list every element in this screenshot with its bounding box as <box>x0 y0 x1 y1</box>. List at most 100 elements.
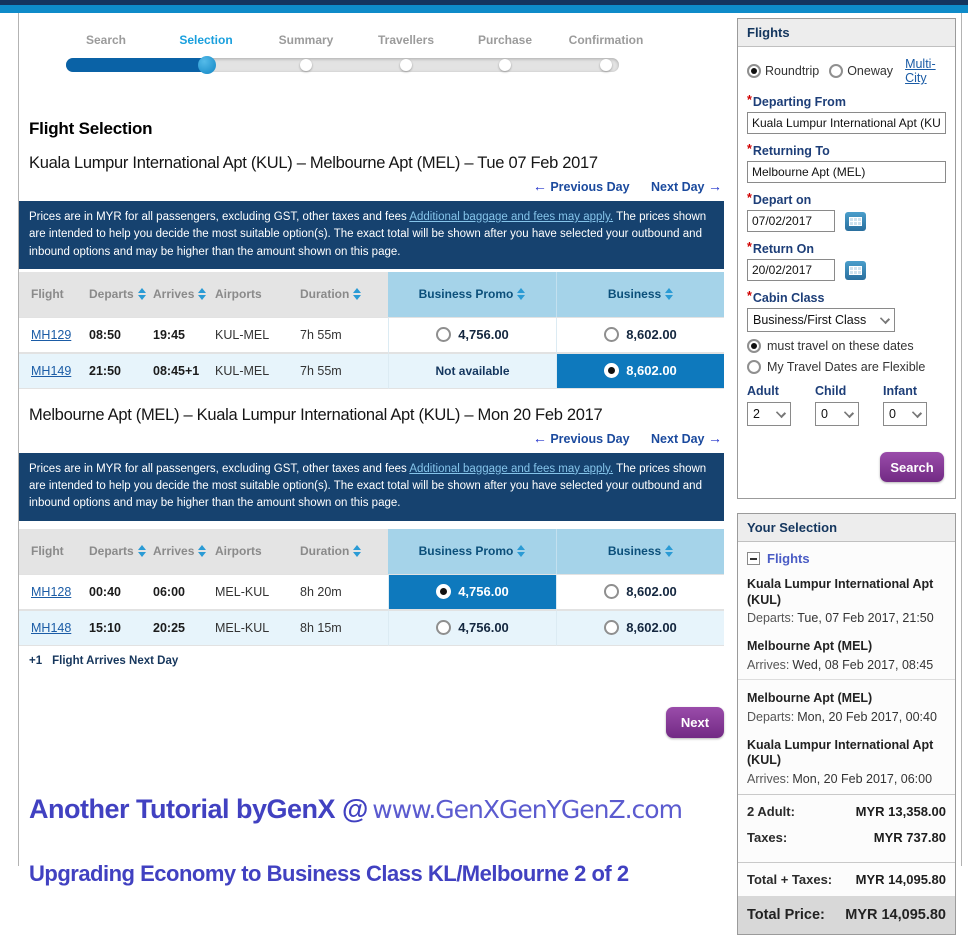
flight-number-link[interactable]: MH129 <box>31 327 72 342</box>
col-arrives[interactable]: Arrives <box>153 528 215 574</box>
airports-pair: MEL-KUL <box>215 573 300 610</box>
progress-fill <box>66 58 209 72</box>
baggage-fees-link[interactable]: Additional baggage and fees may apply. <box>409 462 614 475</box>
flight-number-link[interactable]: MH148 <box>31 620 72 635</box>
step-selection[interactable]: Selection <box>179 33 233 47</box>
child-count-select[interactable]: 0 <box>815 402 859 426</box>
chevron-down-icon <box>843 407 855 419</box>
selection-segment: Melbourne Apt (MEL) Departs: Mon, 20 Feb … <box>738 684 955 724</box>
sort-icon[interactable] <box>353 545 362 557</box>
departing-from-input[interactable] <box>747 112 946 134</box>
next-day-footnote: +1 Flight Arrives Next Day <box>29 654 179 667</box>
return-date-input[interactable] <box>747 259 835 281</box>
sort-icon[interactable] <box>517 288 526 301</box>
divider <box>738 793 955 795</box>
fare-business-promo-selected[interactable]: 4,756.00 <box>388 573 556 610</box>
col-business-promo[interactable]: Business Promo <box>388 271 556 317</box>
flights-group-label[interactable]: Flights <box>767 551 810 566</box>
step-search[interactable]: Search <box>85 33 127 47</box>
page-right-border <box>961 13 962 866</box>
airports-pair: KUL-MEL <box>215 352 300 389</box>
oneway-radio[interactable] <box>829 64 844 78</box>
col-business[interactable]: Business <box>556 271 724 317</box>
next-day-link[interactable]: Next Day → <box>651 429 722 446</box>
roundtrip-label[interactable]: Roundtrip <box>765 64 820 78</box>
previous-day-link[interactable]: ← Previous Day <box>532 429 630 446</box>
col-flight[interactable]: Flight <box>19 271 89 317</box>
sort-icon[interactable] <box>137 288 146 301</box>
cabin-class-select[interactable]: Business/First Class <box>747 308 895 332</box>
watermark-title: Another Tutorial byGenX @ <box>29 793 368 824</box>
left-arrow-icon: ← <box>532 429 547 446</box>
left-arrow-icon: ← <box>532 178 547 194</box>
col-airports[interactable]: Airports <box>215 528 300 574</box>
step-summary[interactable]: Summary <box>278 33 334 47</box>
col-flight[interactable]: Flight <box>19 528 89 574</box>
col-duration[interactable]: Duration <box>300 271 388 317</box>
progress-dot-summary <box>300 59 312 71</box>
col-business-promo[interactable]: Business Promo <box>388 528 556 574</box>
baggage-fees-link[interactable]: Additional baggage and fees may apply. <box>409 211 614 223</box>
fare-business[interactable]: 8,602.00 <box>556 573 724 610</box>
step-travellers[interactable]: Travellers <box>377 33 435 47</box>
fare-business[interactable]: 8,602.00 <box>556 609 724 646</box>
total-plus-taxes-row: Total + Taxes: MYR 14,095.80 <box>747 871 946 887</box>
fare-radio-checked[interactable] <box>436 584 452 599</box>
infant-count-select[interactable]: 0 <box>883 402 927 426</box>
outbound-table-header: Flight Departs Arrives Airports Duration… <box>19 271 724 317</box>
sort-icon[interactable] <box>137 545 146 557</box>
flight-number-link[interactable]: MH128 <box>31 584 72 599</box>
fare-radio[interactable] <box>436 620 452 635</box>
step-purchase[interactable]: Purchase <box>477 33 533 47</box>
calendar-icon[interactable] <box>845 260 867 280</box>
col-duration[interactable]: Duration <box>300 528 388 574</box>
calendar-icon[interactable] <box>845 211 867 231</box>
collapse-icon[interactable] <box>747 552 760 565</box>
duration: 8h 15m <box>300 609 388 646</box>
fare-radio[interactable] <box>604 620 620 635</box>
must-travel-radio[interactable] <box>747 339 761 353</box>
segment-airport: Melbourne Apt (MEL) <box>747 690 873 705</box>
depart-date-input[interactable] <box>747 210 835 232</box>
col-airports[interactable]: Airports <box>215 271 300 317</box>
fare-business-promo[interactable]: 4,756.00 <box>388 316 556 353</box>
adults-price-row: 2 Adult: MYR 13,358.00 <box>747 803 946 819</box>
fare-radio[interactable] <box>436 327 452 343</box>
col-departs[interactable]: Departs <box>89 528 153 574</box>
selection-segment: Kuala Lumpur International Apt (KUL) Arr… <box>738 731 955 786</box>
returning-to-input[interactable] <box>747 161 946 183</box>
flexible-dates-radio[interactable] <box>747 360 761 374</box>
your-selection-panel: Your Selection Flights Kuala Lumpur Inte… <box>737 513 956 935</box>
departs-time: 00:40 <box>89 573 153 610</box>
sort-icon[interactable] <box>517 545 526 557</box>
oneway-label[interactable]: Oneway <box>847 64 894 78</box>
multi-city-link[interactable]: Multi-City <box>905 57 936 85</box>
col-arrives[interactable]: Arrives <box>153 271 215 317</box>
outbound-day-nav: ← Previous Day Next Day → <box>19 178 722 194</box>
roundtrip-radio[interactable] <box>747 64 761 78</box>
fare-business-selected[interactable]: 8,602.00 <box>556 352 724 389</box>
return-on-label: *Return On <box>747 240 814 256</box>
fare-business-promo[interactable]: 4,756.00 <box>388 609 556 646</box>
fare-radio[interactable] <box>604 327 620 343</box>
next-button[interactable]: Next <box>666 706 724 738</box>
sort-icon[interactable] <box>665 288 674 301</box>
sort-icon[interactable] <box>353 288 362 301</box>
top-navy-bar <box>0 0 968 5</box>
step-confirmation[interactable]: Confirmation <box>568 33 644 47</box>
adult-count-select[interactable]: 2 <box>747 402 791 426</box>
sort-icon[interactable] <box>665 545 674 557</box>
sort-icon[interactable] <box>198 288 207 301</box>
departing-from-label: *Departing From <box>747 93 846 109</box>
col-departs[interactable]: Departs <box>89 271 153 317</box>
fare-business[interactable]: 8,602.00 <box>556 316 724 353</box>
fare-radio-checked[interactable] <box>604 363 620 379</box>
search-button[interactable]: Search <box>880 452 944 482</box>
flight-number-link[interactable]: MH149 <box>31 363 72 378</box>
col-business[interactable]: Business <box>556 528 724 574</box>
previous-day-link[interactable]: ← Previous Day <box>532 178 630 194</box>
cabin-class-label: *Cabin Class <box>747 289 825 305</box>
sort-icon[interactable] <box>198 545 207 557</box>
fare-radio[interactable] <box>604 584 620 599</box>
next-day-link[interactable]: Next Day → <box>651 178 722 194</box>
